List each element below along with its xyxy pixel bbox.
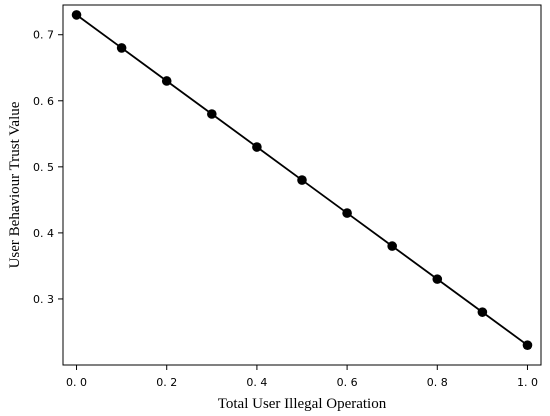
x-tick-label: 0. 8 [427, 376, 448, 389]
data-point [71, 10, 82, 20]
x-tick-label: 0. 6 [337, 376, 358, 389]
data-point [207, 109, 217, 119]
data-point [252, 142, 262, 152]
data-point [432, 274, 443, 284]
data-point [477, 307, 488, 317]
x-axis-label: Total User Illegal Operation [218, 396, 387, 412]
y-tick-label: 0. 7 [33, 29, 54, 42]
x-tick-label: 0. 2 [156, 376, 177, 389]
data-point [342, 208, 352, 218]
y-tick-label: 0. 4 [33, 227, 54, 240]
data-point [161, 76, 172, 86]
x-tick-label: 1. 0 [517, 376, 538, 389]
x-tick-label: 0. 4 [246, 376, 267, 389]
data-point [522, 340, 533, 350]
series-layer [71, 10, 533, 350]
y-tick-label: 0. 3 [33, 293, 54, 306]
y-tick-label: 0. 6 [33, 95, 54, 108]
data-point [387, 241, 397, 251]
data-point [116, 43, 127, 53]
y-axis-label: User Behaviour Trust Value [7, 101, 23, 268]
y-axis-ticks: 0. 3 0. 4 0. 5 0. 6 0. 7 [33, 29, 63, 306]
y-tick-label: 0. 5 [33, 161, 54, 174]
plot-area-frame [62, 4, 542, 366]
x-axis-ticks: 0. 0 0. 2 0. 4 0. 6 0. 8 1. 0 [66, 365, 538, 389]
x-tick-label: 0. 0 [66, 376, 87, 389]
data-point [297, 175, 307, 185]
